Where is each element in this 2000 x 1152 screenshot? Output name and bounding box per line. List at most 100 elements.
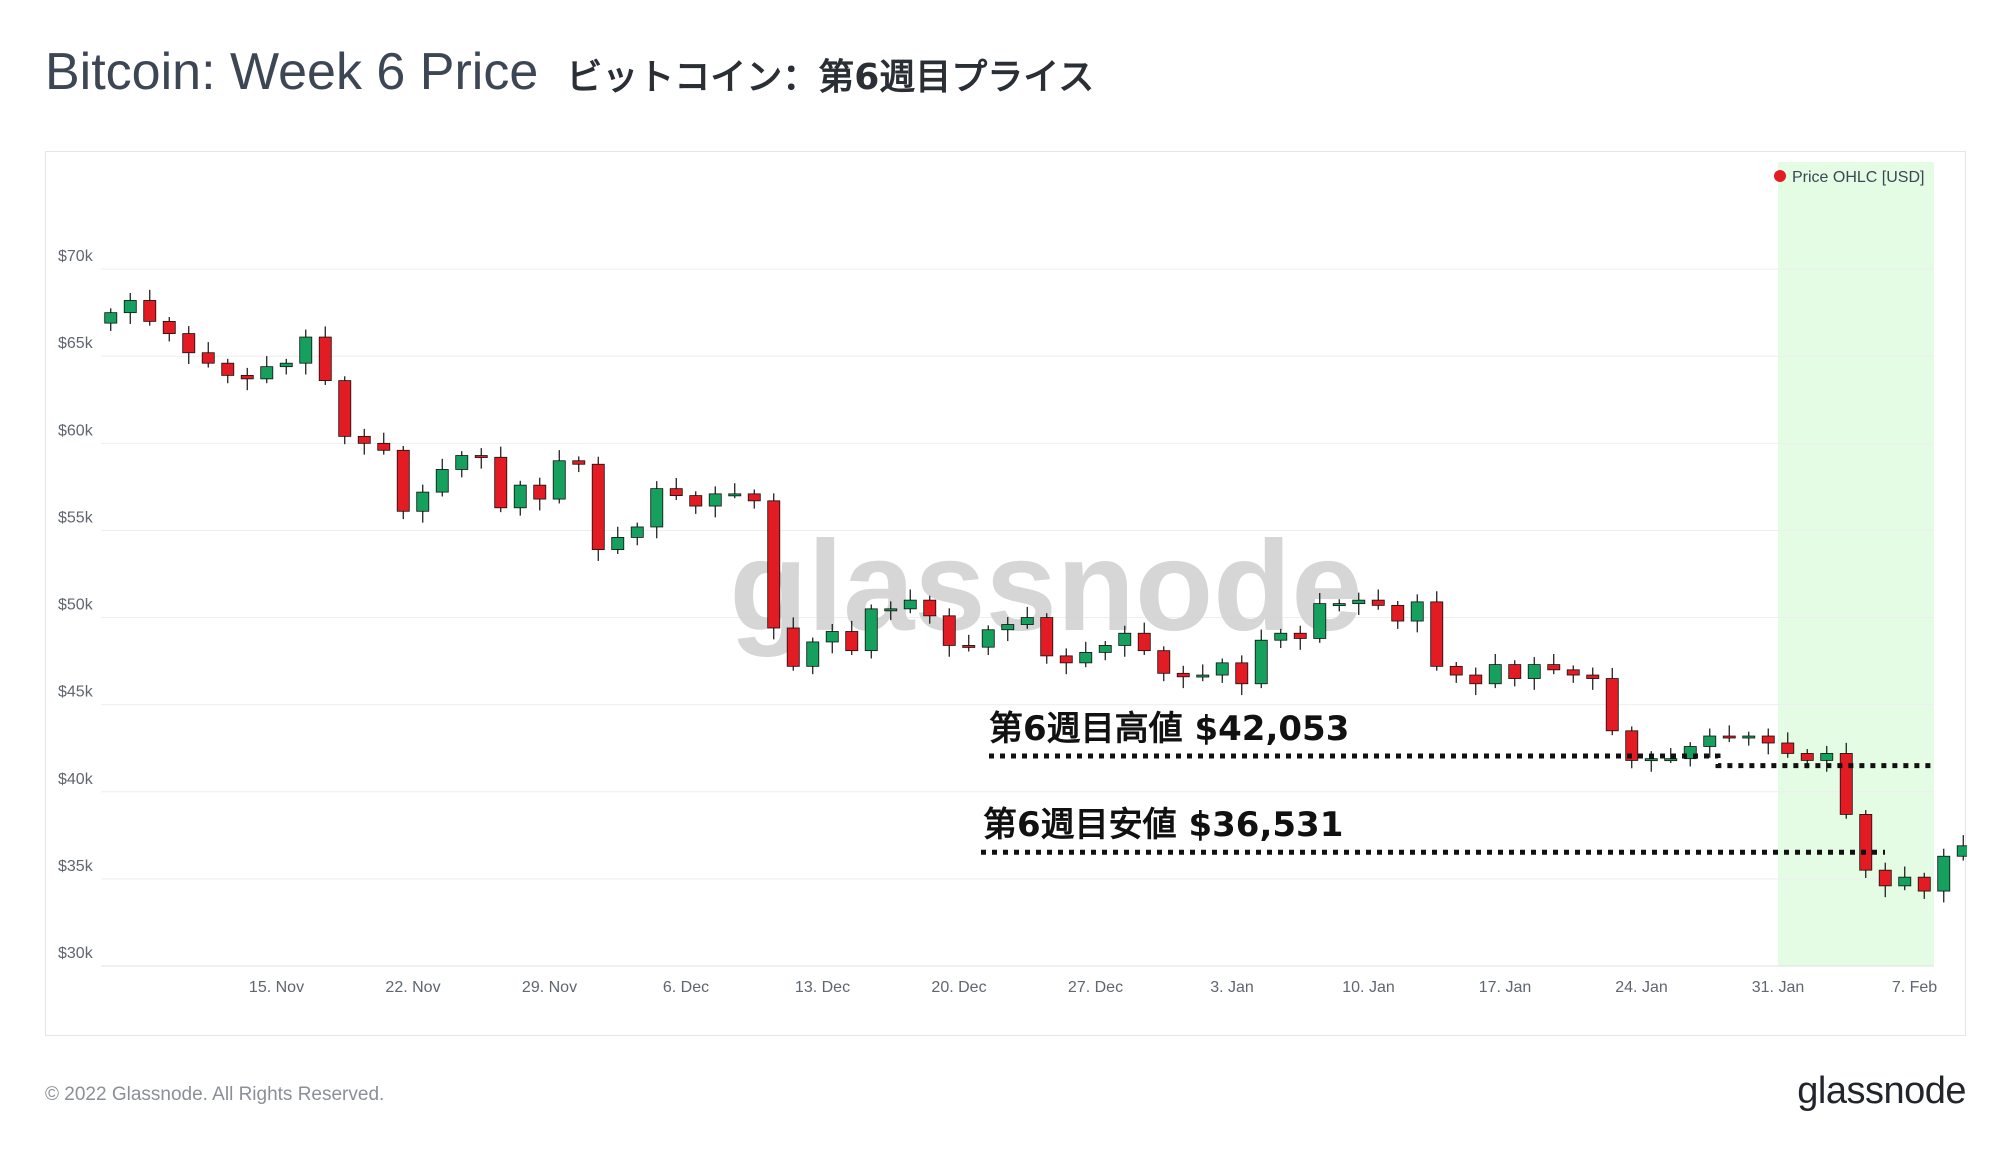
chart-title: Bitcoin: Week 6 Price — [45, 43, 539, 101]
candle-body — [650, 488, 664, 528]
weekly-high-line — [989, 753, 1934, 769]
x-tick-label: 3. Jan — [1210, 979, 1254, 996]
x-tick-label: 13. Dec — [795, 979, 850, 996]
candle-body — [806, 641, 820, 667]
candle-body — [1527, 664, 1541, 679]
x-tick-label: 31. Jan — [1752, 979, 1804, 996]
candlestick-series — [104, 289, 1967, 903]
candle-body — [708, 493, 722, 507]
candle-body — [552, 460, 566, 500]
x-tick-label: 6. Dec — [663, 979, 709, 996]
candle-body — [416, 491, 430, 512]
candle-body — [1839, 753, 1853, 815]
candle-body — [1176, 672, 1190, 678]
candle-body — [182, 333, 196, 354]
candle-body — [1196, 674, 1210, 678]
candle-body — [767, 500, 781, 629]
y-tick-label: $65k — [58, 335, 94, 352]
candle-body — [435, 469, 449, 493]
candle-body — [201, 352, 215, 364]
y-tick-label: $30k — [58, 945, 94, 962]
copyright-notice: © 2022 Glassnode. All Rights Reserved. — [45, 1084, 385, 1105]
candle-body — [1742, 735, 1756, 739]
candle-body — [1664, 758, 1678, 762]
x-tick-label: 10. Jan — [1342, 979, 1394, 996]
candle-body — [572, 460, 586, 465]
candle-body — [494, 456, 508, 509]
candle-body — [825, 631, 839, 643]
candle-body — [962, 645, 976, 648]
candle-body — [611, 537, 625, 551]
candle-body — [942, 615, 956, 646]
candle-body — [104, 312, 118, 324]
candle-body — [1371, 599, 1385, 606]
candle-body — [1079, 651, 1093, 664]
candle-body — [1859, 814, 1873, 871]
candle-body — [1937, 855, 1951, 892]
candle-body — [903, 599, 917, 610]
y-tick-label: $40k — [58, 771, 94, 788]
candle-body — [377, 442, 391, 451]
candle-body — [1254, 639, 1268, 685]
candle-body — [474, 455, 488, 458]
legend-dot — [1774, 170, 1786, 182]
candle-body — [1566, 669, 1580, 676]
candle-body — [864, 608, 878, 652]
y-tick-label: $45k — [58, 684, 94, 701]
candle-body — [1878, 869, 1892, 887]
y-tick-label: $35k — [58, 858, 94, 875]
candle-body — [1898, 876, 1912, 887]
candle-body — [455, 455, 469, 470]
y-tick-label: $50k — [58, 597, 94, 614]
candle-body — [1956, 845, 1967, 857]
y-tick-label: $70k — [58, 248, 94, 265]
candle-body — [1040, 617, 1054, 657]
candle-body — [533, 484, 547, 500]
candle-body — [1625, 730, 1639, 761]
candle-body — [1137, 632, 1151, 652]
candle-body — [1001, 624, 1015, 631]
candle-body — [747, 493, 761, 502]
candle-body — [357, 435, 371, 444]
x-tick-label: 17. Jan — [1479, 979, 1531, 996]
candle-body — [1215, 662, 1229, 676]
candle-body — [396, 449, 410, 512]
candle-body — [884, 608, 898, 612]
weekly-high-label: 第6週目高値 $42,053 — [989, 709, 1349, 749]
candle-body — [1644, 758, 1658, 762]
candle-body — [1157, 650, 1171, 674]
chart-panel: $30k $35k $40k $45k $50k $55k $60k $65k $70k glas… — [45, 151, 1967, 1036]
candle-body — [786, 627, 800, 667]
candle-body — [260, 366, 274, 380]
candle-body — [143, 300, 157, 322]
candle-body — [1800, 753, 1814, 761]
candle-body — [1293, 632, 1307, 639]
candle-body — [981, 629, 995, 648]
candle-body — [1488, 664, 1502, 685]
legend-label: Price OHLC [USD] — [1792, 169, 1924, 186]
x-tick-label: 29. Nov — [522, 979, 577, 996]
x-tick-label: 22. Nov — [385, 979, 440, 996]
candle-body — [1235, 662, 1249, 685]
candle-body — [1391, 604, 1405, 622]
candle-body — [1352, 599, 1366, 605]
candle-body — [1917, 876, 1931, 892]
price-chart: $30k$35k$40k$45k$50k$55k$60k$65k$70kglas… — [58, 162, 1967, 996]
x-tick-label: 20. Dec — [931, 979, 986, 996]
candle-body — [630, 526, 644, 538]
candle-body — [1605, 678, 1619, 732]
candle-body — [1313, 603, 1327, 639]
candle-body — [1820, 753, 1834, 761]
glassnode-logo: glassnode — [1797, 1070, 1966, 1112]
candle-body — [1449, 665, 1463, 676]
candle-body — [728, 493, 742, 497]
y-tick-label: $60k — [58, 422, 94, 439]
candle-body — [923, 599, 937, 617]
candle-body — [1781, 742, 1795, 754]
candle-body — [1332, 603, 1346, 607]
candle-body — [669, 488, 683, 496]
candle-body — [279, 362, 293, 368]
candle-body — [1586, 674, 1600, 679]
candle-body — [1547, 664, 1561, 671]
week6-highlight-band — [1778, 162, 1934, 966]
